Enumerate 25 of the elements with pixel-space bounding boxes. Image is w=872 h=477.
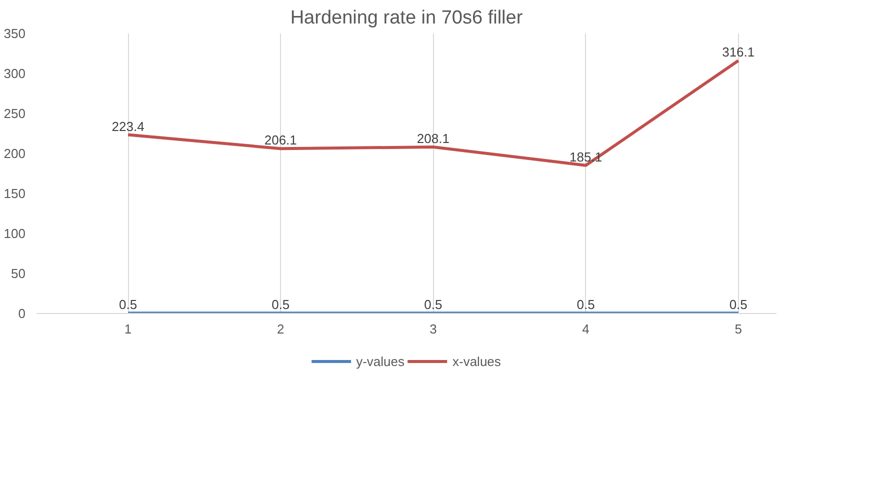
y-tick-label: 250 [4, 106, 26, 121]
data-label: 0.5 [576, 297, 595, 312]
data-label: 0.5 [729, 297, 748, 312]
y-tick-label: 50 [11, 266, 26, 281]
data-label: 206.1 [264, 132, 297, 148]
data-label: 316.1 [722, 44, 755, 60]
y-tick-label: 150 [4, 186, 26, 201]
x-tick-label: 4 [582, 322, 590, 336]
legend-label: y-values [356, 354, 404, 368]
y-tick-label: 200 [4, 146, 26, 161]
x-tick-label: 3 [430, 322, 437, 336]
data-label: 223.4 [112, 118, 144, 134]
data-label: 0.5 [119, 297, 138, 312]
x-tick-label: 5 [734, 322, 742, 336]
data-label: 0.5 [424, 297, 442, 312]
x-tick-label: 1 [124, 322, 132, 336]
y-tick-label: 0 [18, 306, 26, 321]
y-tick-label: 100 [4, 226, 26, 241]
y-tick-label: 350 [4, 26, 26, 41]
y-tick-label: 300 [4, 66, 26, 81]
legend-label: x-values [452, 354, 501, 368]
x-tick-label: 2 [277, 322, 284, 336]
data-label: 208.1 [416, 131, 450, 146]
data-label: 0.5 [272, 297, 290, 312]
chart-title: Hardening rate in 70s6 filler [290, 8, 524, 28]
